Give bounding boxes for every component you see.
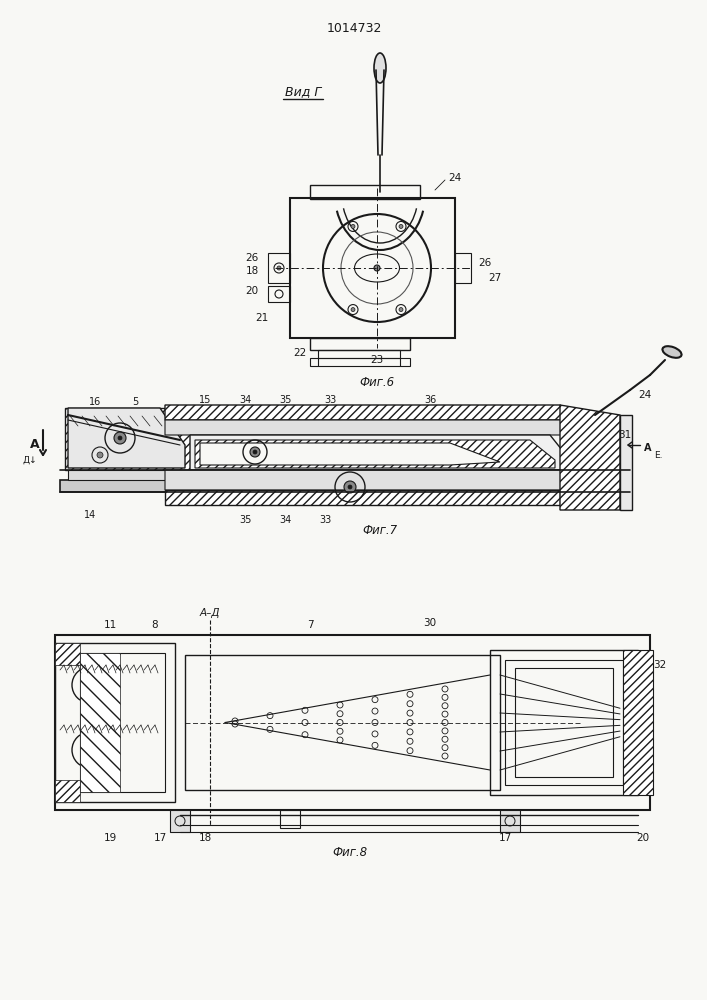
Text: 32: 32 <box>653 660 667 670</box>
Text: 20: 20 <box>245 286 259 296</box>
Text: 35: 35 <box>239 515 251 525</box>
Text: Фиг.7: Фиг.7 <box>363 524 397 536</box>
Polygon shape <box>560 405 620 510</box>
Bar <box>620 415 632 510</box>
Bar <box>310 338 410 350</box>
Text: А–Д: А–Д <box>200 608 221 618</box>
Bar <box>490 650 638 795</box>
Bar <box>505 660 623 785</box>
Text: 23: 23 <box>370 355 384 365</box>
Polygon shape <box>623 650 653 795</box>
Circle shape <box>114 432 126 444</box>
Text: 21: 21 <box>255 313 269 323</box>
Bar <box>268 286 290 302</box>
Text: 24: 24 <box>638 390 652 400</box>
Circle shape <box>399 224 403 228</box>
Text: 18: 18 <box>199 833 211 843</box>
Text: 20: 20 <box>636 833 650 843</box>
Text: 8: 8 <box>152 620 158 630</box>
Polygon shape <box>68 408 185 468</box>
Text: 26: 26 <box>245 253 259 263</box>
Circle shape <box>348 485 352 489</box>
Bar <box>500 810 520 832</box>
Circle shape <box>87 747 93 753</box>
Circle shape <box>344 481 356 493</box>
Text: А: А <box>30 438 40 452</box>
Text: 17: 17 <box>498 833 512 843</box>
Bar <box>68 470 168 480</box>
Text: 33: 33 <box>324 395 336 405</box>
Text: 1014732: 1014732 <box>327 21 382 34</box>
Text: Д↓: Д↓ <box>23 456 37 464</box>
Text: 16: 16 <box>89 397 101 407</box>
Circle shape <box>83 678 97 692</box>
Text: 19: 19 <box>103 833 117 843</box>
Polygon shape <box>55 643 80 665</box>
Text: Фиг.8: Фиг.8 <box>332 846 368 858</box>
Circle shape <box>87 682 93 688</box>
Text: 18: 18 <box>245 266 259 276</box>
Polygon shape <box>165 405 580 420</box>
Polygon shape <box>60 480 630 492</box>
Polygon shape <box>200 443 500 465</box>
Bar <box>515 668 613 777</box>
Bar <box>170 810 190 832</box>
Polygon shape <box>165 420 600 435</box>
Text: Вид Г: Вид Г <box>285 86 322 99</box>
Polygon shape <box>165 470 600 490</box>
Bar <box>268 253 290 283</box>
Text: 36: 36 <box>424 395 436 405</box>
Text: 34: 34 <box>239 395 251 405</box>
Bar <box>280 810 300 828</box>
Circle shape <box>253 450 257 454</box>
Circle shape <box>351 224 355 228</box>
Circle shape <box>374 265 380 271</box>
Text: А: А <box>644 443 652 453</box>
Text: 22: 22 <box>293 348 307 358</box>
Text: 30: 30 <box>423 618 436 628</box>
Bar <box>55 635 650 810</box>
Text: 34: 34 <box>279 515 291 525</box>
Circle shape <box>97 452 103 458</box>
Circle shape <box>277 266 281 270</box>
Bar <box>310 358 410 366</box>
Polygon shape <box>195 440 555 468</box>
Ellipse shape <box>374 53 386 83</box>
Bar <box>310 185 420 199</box>
Bar <box>290 198 455 338</box>
Polygon shape <box>165 490 560 505</box>
Text: 33: 33 <box>319 515 331 525</box>
Text: 5: 5 <box>132 397 138 407</box>
Text: Е.: Е. <box>654 450 662 460</box>
Text: 17: 17 <box>153 833 167 843</box>
Text: 14: 14 <box>84 510 96 520</box>
Bar <box>455 253 471 283</box>
Circle shape <box>351 308 355 312</box>
Text: 7: 7 <box>307 620 313 630</box>
Circle shape <box>83 743 97 757</box>
Circle shape <box>118 436 122 440</box>
Text: 26: 26 <box>479 258 491 268</box>
Bar <box>80 653 165 792</box>
Text: 24: 24 <box>448 173 462 183</box>
Text: 11: 11 <box>103 620 117 630</box>
Polygon shape <box>65 408 200 470</box>
Polygon shape <box>80 653 120 792</box>
Circle shape <box>250 447 260 457</box>
Text: 31: 31 <box>619 430 631 440</box>
Bar <box>185 655 500 790</box>
Polygon shape <box>55 780 80 802</box>
Text: 27: 27 <box>489 273 502 283</box>
Circle shape <box>399 308 403 312</box>
Polygon shape <box>190 435 570 470</box>
Text: 15: 15 <box>199 395 211 405</box>
Bar <box>55 643 175 802</box>
Text: 35: 35 <box>279 395 291 405</box>
Ellipse shape <box>662 346 682 358</box>
Bar <box>318 350 400 358</box>
Text: Фиг.6: Фиг.6 <box>359 376 395 389</box>
